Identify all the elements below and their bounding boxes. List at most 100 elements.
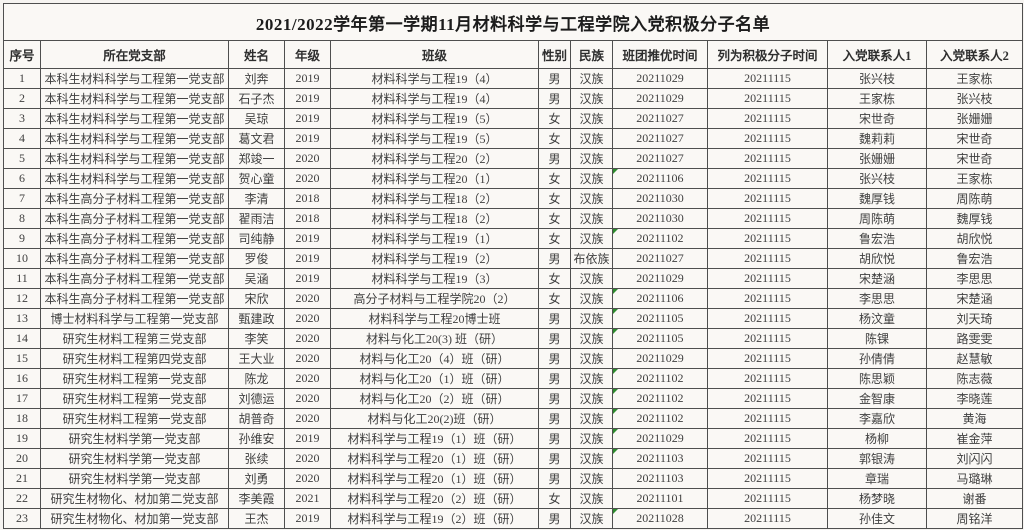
cell-no: 13 <box>3 308 41 329</box>
cell-ethnicity: 汉族 <box>570 368 613 389</box>
cell-listed-time: 20211115 <box>707 348 828 369</box>
cell-contact2: 胡欣悦 <box>925 228 1024 249</box>
cell-rec-time: 20211027 <box>612 128 708 149</box>
table-row: 16 研究生材料工程第一党支部 陈龙 2020 材料与化工20（1）班（研）男汉族 202… <box>3 368 1024 389</box>
cell-branch: 研究生材物化、材加第二党支部 <box>40 488 229 509</box>
cell-no: 5 <box>3 148 41 169</box>
cell-branch: 本科生高分子材料工程第一党支部 <box>40 228 229 249</box>
cell-ethnicity: 布依族 <box>570 248 613 269</box>
cell-gender: 男 <box>538 508 571 529</box>
col-header-contact1: 入党联系人1 <box>827 40 927 69</box>
cell-gender: 女 <box>538 488 571 509</box>
cell-ethnicity: 汉族 <box>570 288 613 309</box>
cell-gender: 女 <box>538 228 571 249</box>
cell-contact2: 黄海 <box>925 408 1024 429</box>
cell-gender: 男 <box>538 328 571 349</box>
cell-no: 3 <box>3 108 41 129</box>
cell-class: 材料科学与工程19（5） <box>330 108 539 129</box>
cell-class: 高分子材料与工程学院20（2） <box>330 288 539 309</box>
cell-rec-time: 20211028 <box>612 508 708 529</box>
col-header-no: 序号 <box>3 40 41 69</box>
cell-branch: 本科生高分子材料工程第一党支部 <box>40 248 229 269</box>
text-number-flag-icon <box>613 429 618 434</box>
cell-no: 18 <box>3 408 41 429</box>
cell-ethnicity: 汉族 <box>570 228 613 249</box>
cell-branch: 本科生材料科学与工程第一党支部 <box>40 88 229 109</box>
cell-listed-time: 20211115 <box>707 288 828 309</box>
cell-ethnicity: 汉族 <box>570 168 613 189</box>
cell-name: 陈龙 <box>228 368 285 389</box>
cell-listed-time: 20211115 <box>707 508 828 529</box>
cell-no: 10 <box>3 248 41 269</box>
cell-no: 9 <box>3 228 41 249</box>
cell-contact1: 胡欣悦 <box>827 248 927 269</box>
cell-grade: 2018 <box>284 188 331 209</box>
cell-name: 翟雨洁 <box>228 208 285 229</box>
cell-rec-time: 20211102 <box>612 408 708 429</box>
cell-grade: 2019 <box>284 268 331 289</box>
cell-class: 材料科学与工程19（4） <box>330 68 539 89</box>
text-number-flag-icon <box>613 369 618 374</box>
cell-branch: 研究生材料工程第四党支部 <box>40 348 229 369</box>
cell-branch: 本科生高分子材料工程第一党支部 <box>40 268 229 289</box>
cell-gender: 男 <box>538 368 571 389</box>
cell-name: 李清 <box>228 188 285 209</box>
cell-class: 材料科学与工程19（5） <box>330 128 539 149</box>
table-row: 1 本科生材料科学与工程第一党支部 刘奔 2019 材料科学与工程19（4）男汉族 202… <box>3 68 1024 89</box>
table-row: 20 研究生材料学第一党支部 张续 2020 材料科学与工程20（1）班（研）男汉族 20… <box>3 448 1024 469</box>
cell-contact1: 金智康 <box>827 388 927 409</box>
cell-gender: 女 <box>538 128 571 149</box>
cell-ethnicity: 汉族 <box>570 428 613 449</box>
col-header-name: 姓名 <box>228 40 285 69</box>
cell-grade: 2020 <box>284 148 331 169</box>
cell-rec-time: 20211102 <box>612 228 708 249</box>
cell-class: 材料科学与工程20博士班 <box>330 308 539 329</box>
table-row: 14 研究生材料工程第三党支部 李笑 2020 材料与化工20(3) 班（研）男汉族 20… <box>3 328 1024 349</box>
text-number-flag-icon <box>613 229 618 234</box>
cell-listed-time: 20211115 <box>707 408 828 429</box>
cell-contact1: 宋世奇 <box>827 108 927 129</box>
cell-name: 罗俊 <box>228 248 285 269</box>
table-row: 13 博士材料科学与工程第一党支部 甄建政 2020 材料科学与工程20博士班男汉族 20… <box>3 308 1024 329</box>
cell-contact2: 宋世奇 <box>925 128 1024 149</box>
cell-contact2: 周铭洋 <box>925 508 1024 529</box>
cell-listed-time: 20211115 <box>707 268 828 289</box>
cell-class: 材料科学与工程20（2） <box>330 148 539 169</box>
cell-rec-time: 20211027 <box>612 148 708 169</box>
table-row: 22 研究生材物化、材加第二党支部 李美霞 2021 材料科学与工程20（2）班（研）女… <box>3 488 1024 509</box>
cell-no: 19 <box>3 428 41 449</box>
cell-listed-time: 20211115 <box>707 68 828 89</box>
cell-name: 胡普奇 <box>228 408 285 429</box>
cell-contact2: 路雯雯 <box>925 328 1024 349</box>
cell-no: 7 <box>3 188 41 209</box>
cell-contact2: 张姗姗 <box>925 108 1024 129</box>
cell-branch: 本科生材料科学与工程第一党支部 <box>40 168 229 189</box>
cell-name: 吴涵 <box>228 268 285 289</box>
cell-grade: 2019 <box>284 108 331 129</box>
cell-class: 材料科学与工程19（1） <box>330 228 539 249</box>
cell-rec-time: 20211027 <box>612 108 708 129</box>
cell-branch: 本科生材料科学与工程第一党支部 <box>40 148 229 169</box>
cell-listed-time: 20211115 <box>707 128 828 149</box>
table-row: 19 研究生材料学第一党支部 孙维安 2019 材料科学与工程19（1）班（研）男汉族 2… <box>3 428 1024 449</box>
cell-listed-time: 20211115 <box>707 328 828 349</box>
cell-class: 材料与化工20(2)班（研） <box>330 408 539 429</box>
cell-ethnicity: 汉族 <box>570 188 613 209</box>
cell-rec-time: 20211101 <box>612 488 708 509</box>
cell-class: 材料科学与工程19（2）班（研） <box>330 508 539 529</box>
cell-no: 23 <box>3 508 41 529</box>
cell-gender: 女 <box>538 168 571 189</box>
cell-rec-time: 20211106 <box>612 168 708 189</box>
table-row: 7 本科生高分子材料工程第一党支部 李清 2018 材料科学与工程18（2）女汉族 202… <box>3 188 1024 209</box>
cell-no: 1 <box>3 68 41 89</box>
cell-contact1: 杨汶童 <box>827 308 927 329</box>
cell-listed-time: 20211115 <box>707 468 828 489</box>
cell-rec-time: 20211029 <box>612 68 708 89</box>
table-row: 21 研究生材料学第一党支部 刘勇 2020 材料科学与工程20（1）班（研）男汉族 20… <box>3 468 1024 489</box>
text-number-flag-icon <box>613 289 618 294</box>
cell-contact2: 刘天琦 <box>925 308 1024 329</box>
cell-ethnicity: 汉族 <box>570 308 613 329</box>
cell-name: 李笑 <box>228 328 285 349</box>
cell-rec-time: 20211029 <box>612 88 708 109</box>
cell-class: 材料与化工20（2）班（研） <box>330 388 539 409</box>
